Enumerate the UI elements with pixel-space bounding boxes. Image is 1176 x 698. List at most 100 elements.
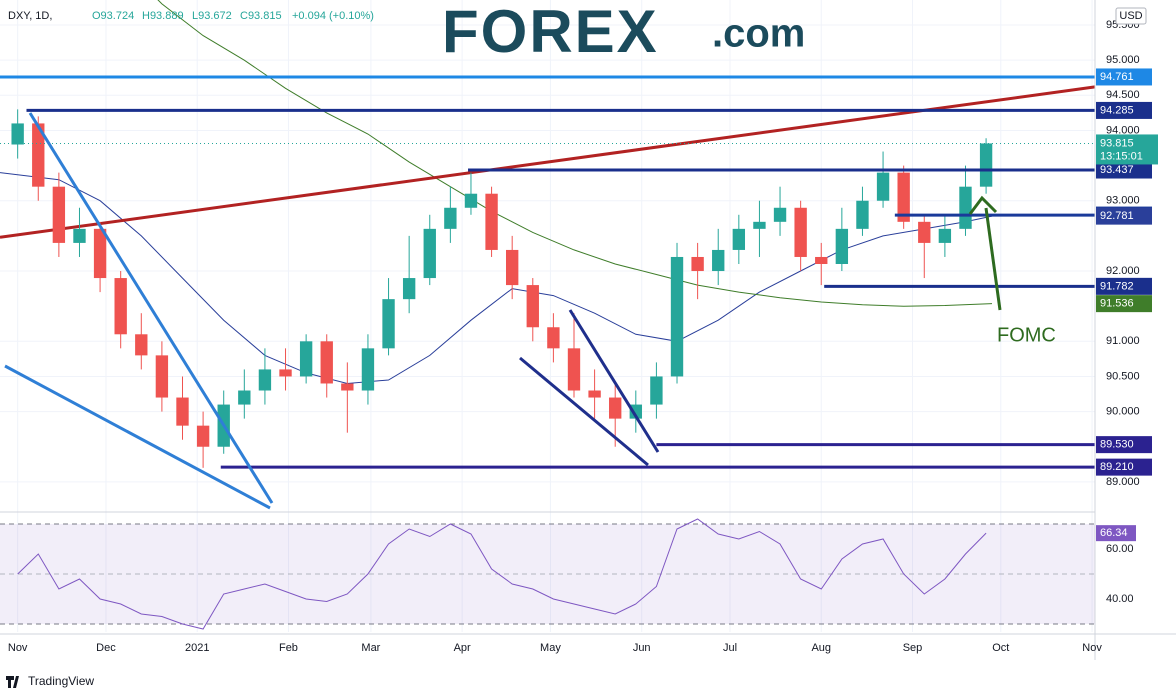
level-label-box <box>1096 277 1152 295</box>
candle-body <box>402 278 416 300</box>
header: DXY, 1D, O93.724 H93.889 L93.672 C93.815… <box>8 10 374 22</box>
candle-body <box>897 172 910 222</box>
candle-body <box>155 355 169 398</box>
level-label-box <box>1096 161 1152 179</box>
x-tick-label: Nov <box>8 642 28 654</box>
y-tick-label: 95.000 <box>1106 54 1140 66</box>
candle-body <box>176 397 189 426</box>
y-tick-label: 60.00 <box>1106 543 1134 555</box>
candle-body <box>567 348 581 391</box>
y-tick-label: 90.000 <box>1106 406 1140 418</box>
ma-label: 91.536 <box>1100 298 1134 310</box>
logo-brand: FOREX <box>442 0 659 65</box>
candle-body <box>320 341 333 384</box>
candle-body <box>979 143 993 187</box>
candle-body <box>238 390 251 405</box>
candle-body <box>732 228 746 250</box>
x-tick-label: Mar <box>361 642 380 654</box>
rsi-label-box <box>1096 525 1136 542</box>
trend-drawing <box>4 364 271 510</box>
level-label-box <box>1096 436 1152 454</box>
ohlc-low: L93.672 <box>192 10 232 22</box>
x-tick-label: Feb <box>279 642 298 654</box>
candle-body <box>382 299 395 349</box>
candle-body <box>135 334 148 356</box>
trend-drawing <box>519 356 649 467</box>
candle-body <box>485 193 498 250</box>
ohlc-close: C93.815 <box>240 10 282 22</box>
candle-body <box>464 193 478 208</box>
y-tick-label: 93.000 <box>1106 195 1140 207</box>
footer: TradingView <box>28 674 94 688</box>
level-label-box <box>1096 68 1152 86</box>
x-tick-label: Jul <box>723 642 737 654</box>
candle-body <box>114 278 127 335</box>
candle-body <box>753 221 766 229</box>
candle-body <box>258 369 272 391</box>
ma-label: 92.781 <box>1100 210 1134 222</box>
candle-body <box>629 404 642 419</box>
annotation: FOMC <box>997 324 1056 346</box>
countdown: 13:15:01 <box>1100 150 1143 162</box>
candle-body <box>196 425 210 447</box>
candle-body <box>588 390 601 398</box>
y-tick-label: 40.00 <box>1106 593 1134 605</box>
level-label: 89.210 <box>1100 461 1134 473</box>
currency: USD <box>1119 10 1142 22</box>
candle-body <box>650 376 663 405</box>
candle-body <box>526 285 539 328</box>
ohlc-change: +0.094 (+0.10%) <box>292 10 374 22</box>
currency-box <box>1115 7 1147 25</box>
candle-body <box>815 256 828 264</box>
tv-icon <box>6 676 19 688</box>
y-tick-label: 92.000 <box>1106 265 1140 277</box>
arrow <box>984 207 1002 311</box>
candle-body <box>32 123 45 187</box>
candle-body <box>691 256 704 272</box>
candle-body <box>670 256 684 377</box>
candle-body <box>547 327 560 349</box>
candle-body <box>712 249 725 272</box>
trend-drawing <box>28 112 274 504</box>
y-tick-label: 94.000 <box>1106 124 1140 136</box>
x-tick-label: Jun <box>633 642 651 654</box>
candle-body <box>11 123 24 145</box>
candle-body <box>505 249 519 286</box>
logo-suffix: .com <box>712 12 805 56</box>
drawings <box>4 112 1002 510</box>
trendline <box>0 85 1096 239</box>
x-tick-label: Oct <box>992 642 1009 654</box>
level-label: 91.782 <box>1100 280 1134 292</box>
ohlc-open: O93.724 <box>92 10 134 22</box>
candle-body <box>299 341 313 377</box>
x-tick-label: Nov <box>1082 642 1102 654</box>
tv-logo: TradingView <box>6 674 94 688</box>
candle-body <box>423 228 436 279</box>
level-label: 94.761 <box>1100 71 1134 83</box>
moving-average <box>157 0 993 307</box>
ma-label-box <box>1096 295 1152 313</box>
grid <box>0 0 1095 632</box>
symbol: DXY, 1D, <box>8 10 52 22</box>
level-label-box <box>1096 458 1152 476</box>
rsi-label: 66.34 <box>1100 527 1128 539</box>
candle-body <box>341 383 354 391</box>
candle-body <box>938 228 952 243</box>
x-tick-label: Apr <box>454 642 471 654</box>
price-label: 93.815 <box>1100 137 1134 149</box>
y-tick-label: 91.000 <box>1106 335 1140 347</box>
x-tick-label: May <box>540 642 561 654</box>
level-label-box <box>1096 101 1152 119</box>
y-tick-label: 89.000 <box>1106 476 1140 488</box>
level-label: 93.437 <box>1100 164 1134 176</box>
candle-body <box>609 397 622 419</box>
candle-body <box>52 186 66 243</box>
level-label: 94.285 <box>1100 104 1134 116</box>
x-tick-label: Aug <box>811 642 831 654</box>
price-label-box <box>1096 134 1158 165</box>
y-tick-label: 90.500 <box>1106 370 1140 382</box>
trend-drawing <box>568 309 660 453</box>
candle-body <box>835 228 849 264</box>
